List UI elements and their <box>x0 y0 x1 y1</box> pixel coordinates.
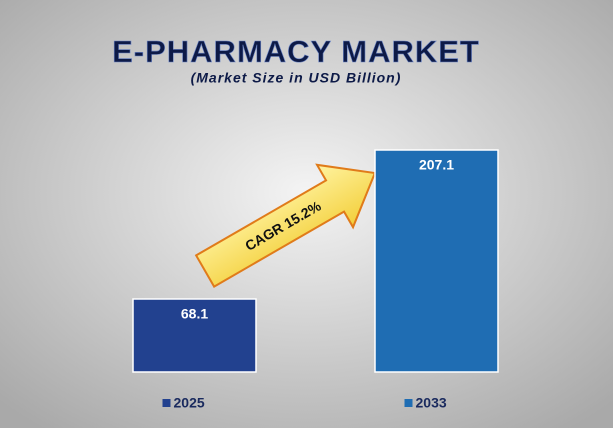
legend-swatch <box>162 399 171 407</box>
legend-label: 2025 <box>174 395 205 411</box>
legend-swatch <box>404 399 413 407</box>
legend-label: 2033 <box>416 395 447 411</box>
arrow-shape <box>194 163 377 288</box>
bar <box>132 298 257 373</box>
bar <box>374 149 499 373</box>
value-label: 207.1 <box>419 157 454 173</box>
chart-subtitle: (Market Size in USD Billion) <box>191 70 402 86</box>
chart-title: E-PHARMACY MARKET <box>112 34 480 69</box>
value-label: 68.1 <box>181 306 208 322</box>
